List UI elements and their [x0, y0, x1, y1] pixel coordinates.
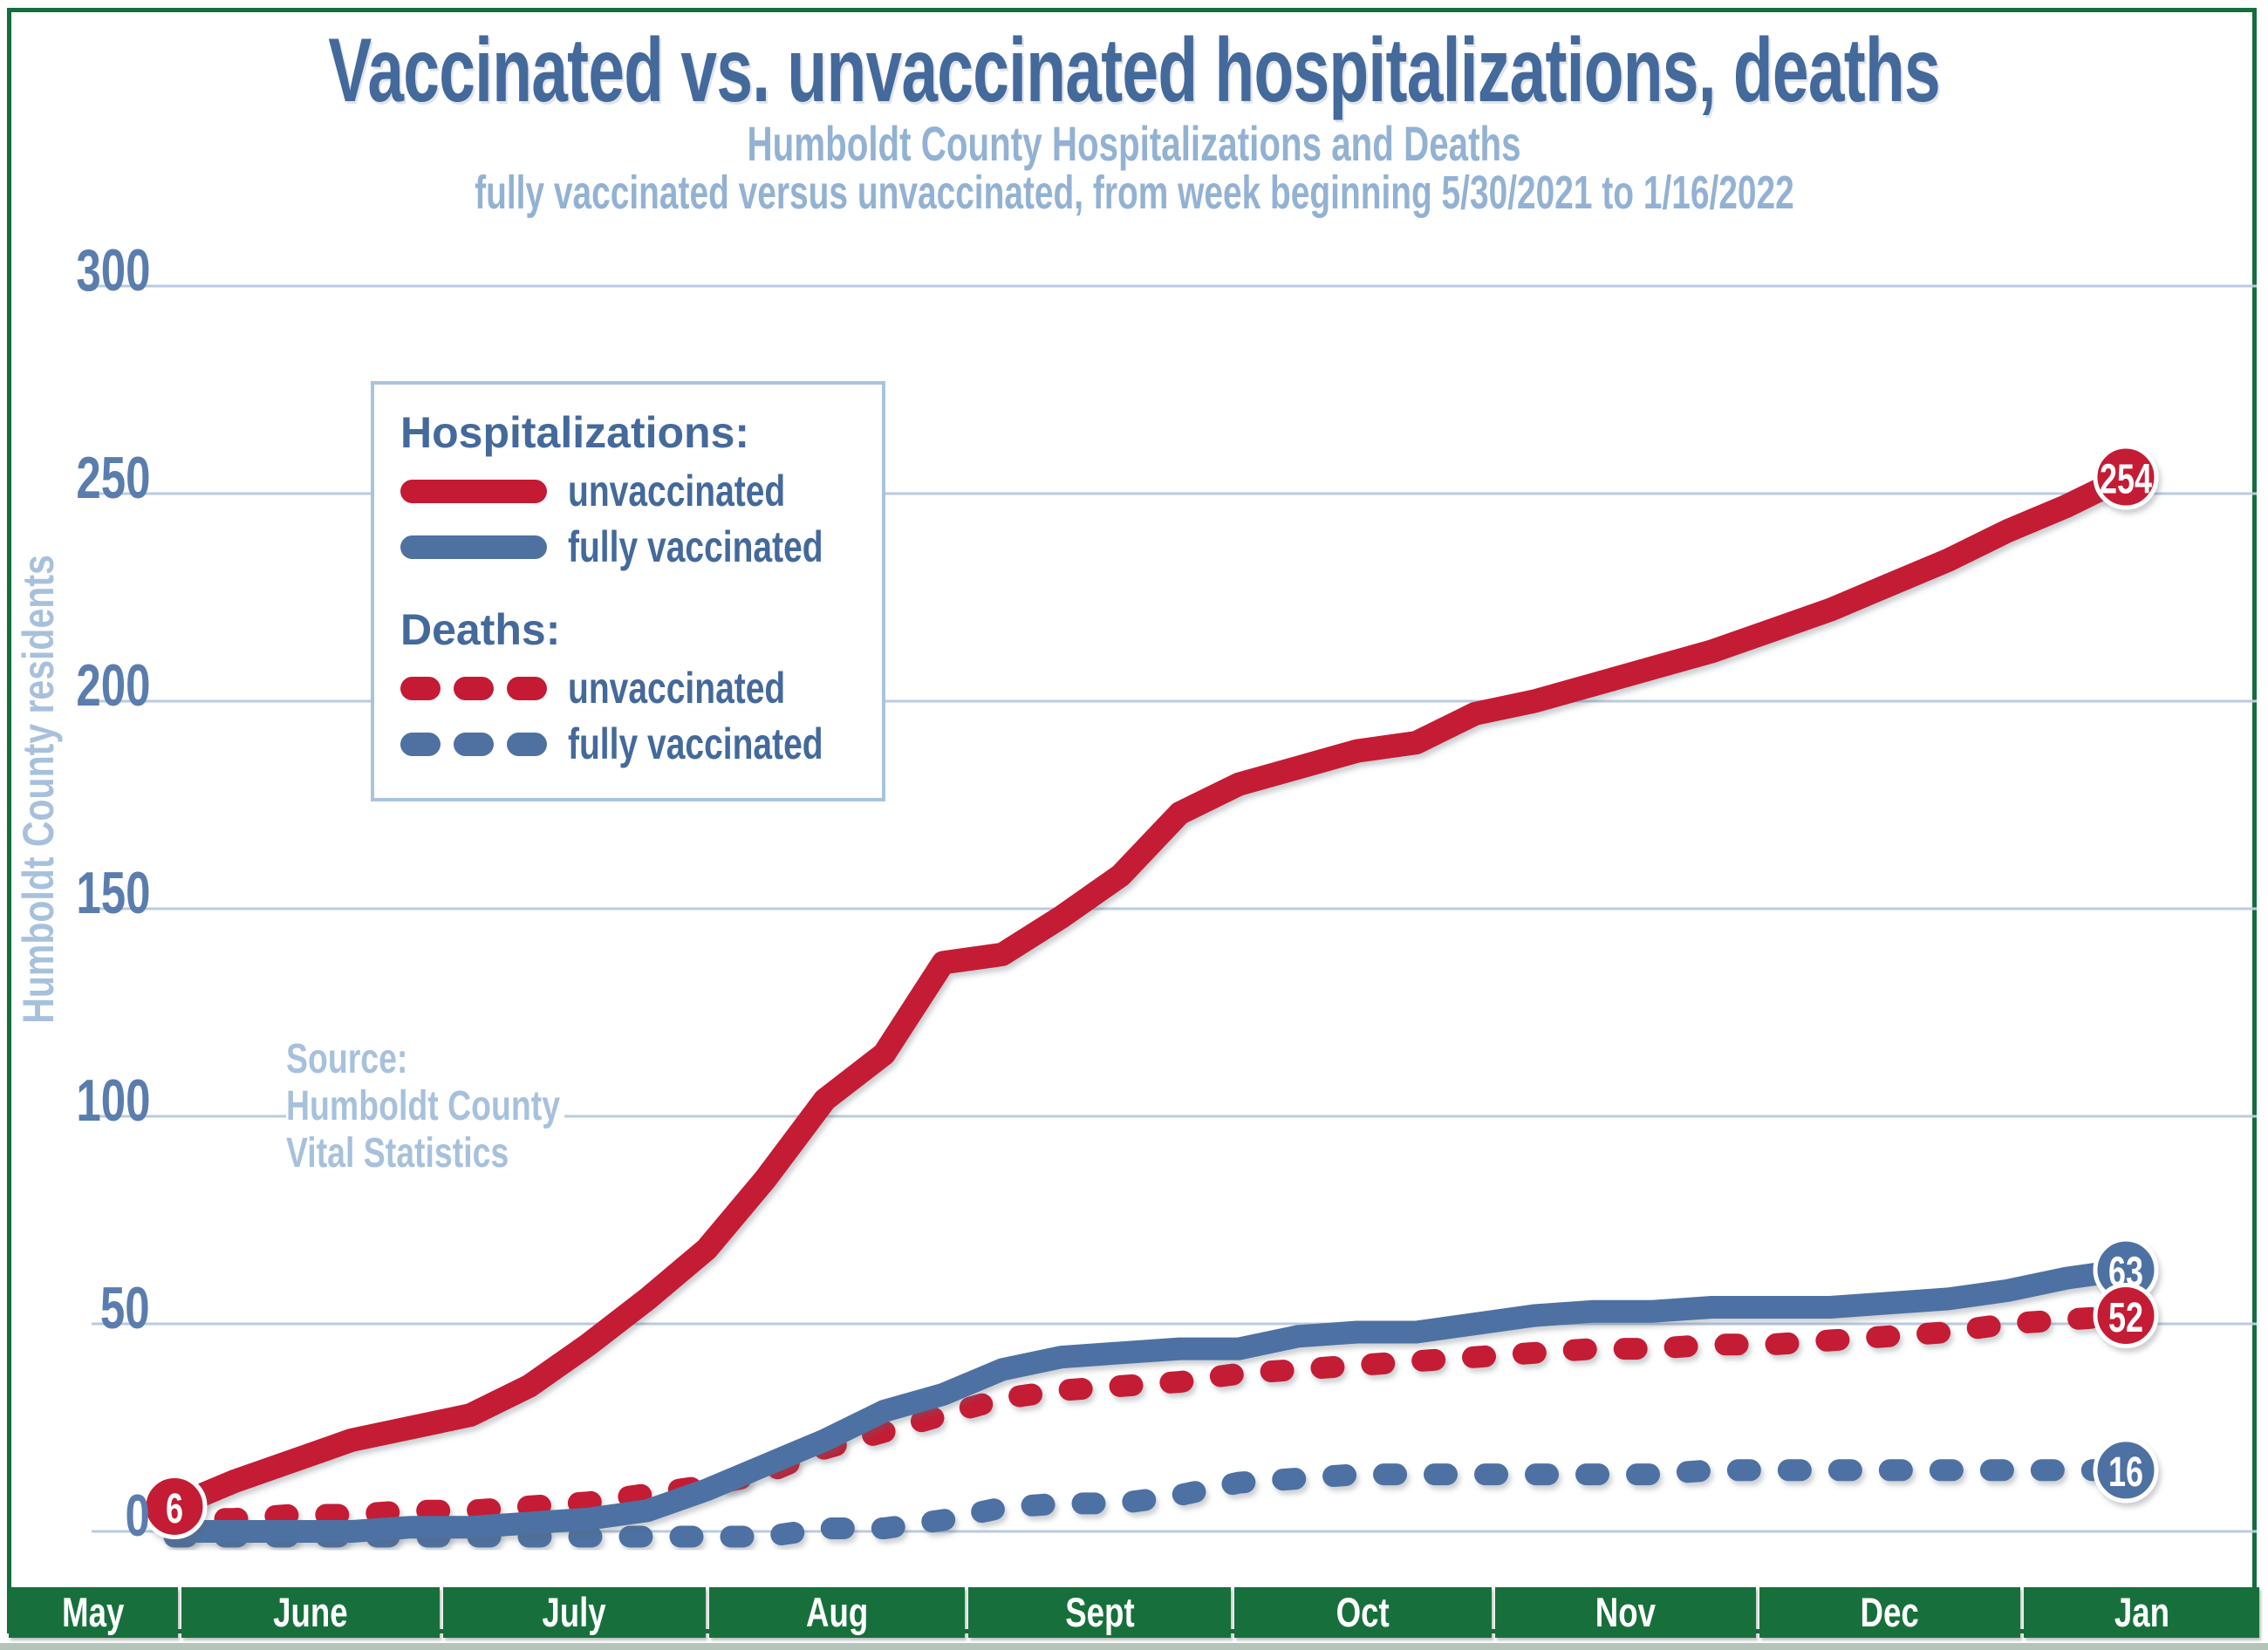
svg-text:52: 52 [2108, 1294, 2143, 1340]
month-label-may: May [9, 1587, 178, 1638]
month-label-oct: Oct [1234, 1587, 1492, 1638]
y-tick-250: 250 [75, 445, 150, 511]
red-dashed-line-swatch [400, 676, 547, 700]
legend-hospitalizations-header: Hospitalizations: [400, 408, 750, 457]
line-deaths-unvaccinated [163, 1305, 2137, 1531]
chart-subtitle: Humboldt County Hospitalizations and Dea… [747, 116, 1521, 171]
y-tick-150: 150 [75, 860, 150, 926]
legend-item-label: fully vaccinated [568, 719, 823, 768]
y-axis-title: Humboldt County residents [14, 555, 63, 1024]
legend-deaths-header: Deaths: [400, 605, 561, 654]
end-label-254: 254 [2093, 444, 2159, 510]
legend-item-hosp-vaccinated: fully vaccinated [400, 519, 882, 575]
end-label-52: 52 [2093, 1282, 2159, 1348]
bottom-strip [0, 1643, 2268, 1650]
svg-text:254: 254 [2100, 455, 2152, 501]
svg-text:16: 16 [2108, 1449, 2143, 1495]
page-title: Vaccinated vs. unvaccinated hospitalizat… [328, 20, 1940, 121]
blue-dashed-line-swatch [400, 732, 547, 756]
month-label-nov: Nov [1495, 1587, 1756, 1638]
legend-item-deaths-unvaccinated: unvaccinated [400, 660, 882, 716]
month-label-july: July [443, 1587, 706, 1638]
month-label-sept: Sept [968, 1587, 1231, 1638]
month-label-aug: Aug [709, 1587, 965, 1638]
line-deaths-fully-vaccinated [163, 1459, 2137, 1548]
month-label-jan: Jan [2024, 1587, 2259, 1638]
y-tick-50: 50 [100, 1275, 150, 1341]
svg-text:6: 6 [166, 1485, 183, 1531]
blue-solid-line-swatch [400, 535, 547, 559]
month-label-june: June [181, 1587, 440, 1638]
y-tick-100: 100 [75, 1067, 150, 1134]
line-hospitalizations-fully-vaccinated [163, 1258, 2137, 1543]
y-tick-200: 200 [75, 652, 150, 719]
month-axis: May June July Aug Sept Oct Nov Dec Jan [0, 1587, 2268, 1638]
red-solid-line-swatch [400, 479, 547, 503]
line-hospitalizations-unvaccinated [162, 465, 2138, 1518]
legend-item-label: fully vaccinated [568, 522, 823, 571]
legend-item-label: unvaccinated [568, 664, 786, 712]
start-label-6: 6 [141, 1473, 208, 1539]
y-tick-300: 300 [75, 237, 150, 303]
legend: Hospitalizations: unvaccinated fully vac… [371, 381, 885, 801]
legend-item-hosp-unvaccinated: unvaccinated [400, 463, 882, 519]
end-label-16: 16 [2093, 1437, 2159, 1503]
legend-item-deaths-vaccinated: fully vaccinated [400, 716, 882, 772]
source-note: Source: Humboldt County Vital Statistics [286, 1036, 643, 1177]
chart-subtitle-range: fully vaccinated versus unvaccinated, fr… [474, 167, 1794, 219]
y-tick-0: 0 [125, 1483, 150, 1549]
month-label-dec: Dec [1759, 1587, 2020, 1638]
legend-item-label: unvaccinated [568, 467, 786, 515]
